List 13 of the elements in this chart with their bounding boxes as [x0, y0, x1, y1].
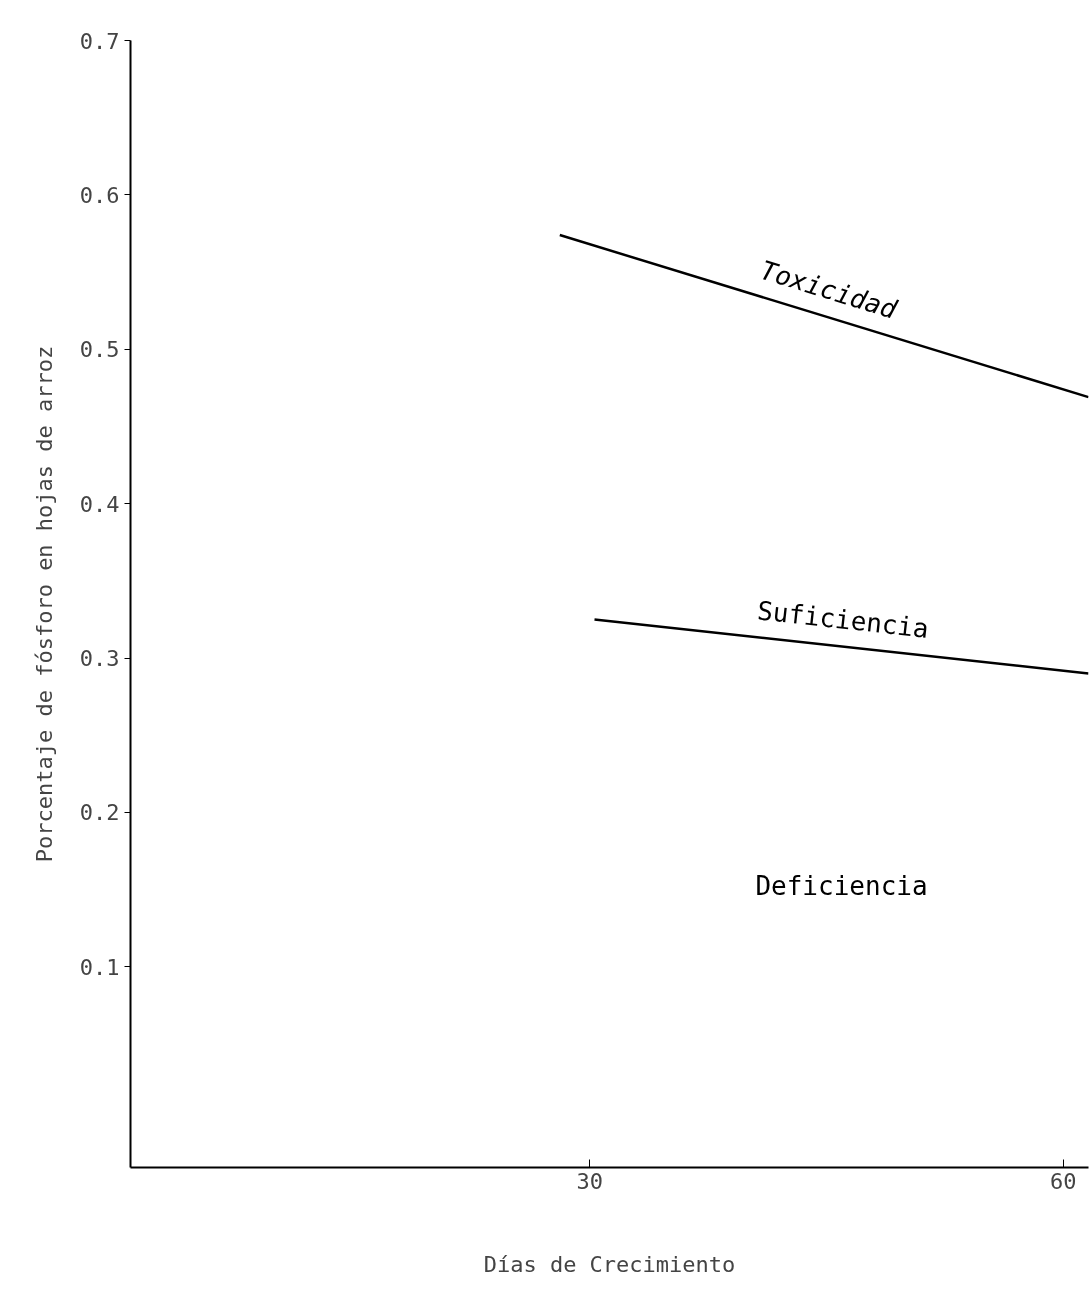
annotation: Suficiencia — [755, 595, 931, 644]
y-tick-label: 0.1 — [79, 954, 120, 980]
y-axis-title: Porcentaje de fósforo en hojas de arroz — [31, 345, 57, 863]
y-tick-label: 0.5 — [79, 337, 120, 363]
x-tick-label: 30 — [576, 1168, 604, 1194]
y-tick-label: 0.7 — [79, 28, 120, 54]
annotation: Deficiencia — [755, 870, 928, 901]
y-tick-label: 0.6 — [79, 182, 120, 208]
y-tick-label: 0.4 — [79, 491, 120, 517]
x-axis-title: Días de Crecimiento — [483, 1251, 736, 1277]
y-tick-label: 0.2 — [79, 800, 120, 826]
y-tick-label: 0.3 — [79, 646, 120, 672]
x-tick-label: 60 — [1050, 1168, 1077, 1194]
